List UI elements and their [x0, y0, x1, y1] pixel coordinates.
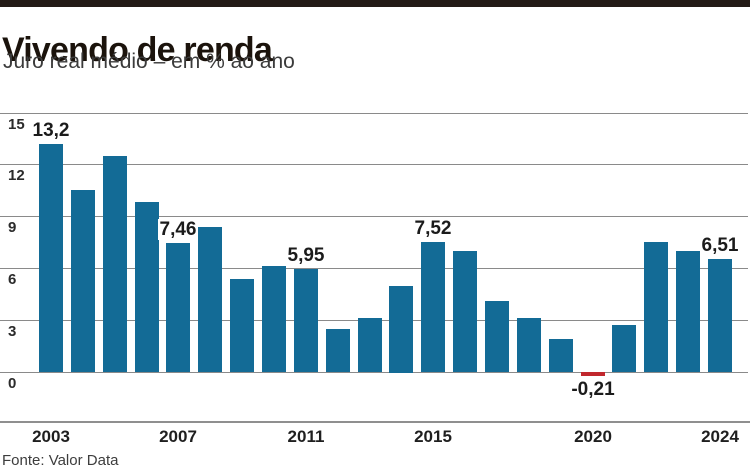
x-label-2003: 2003 — [32, 427, 70, 446]
gridline-9 — [0, 216, 748, 217]
bar-2015 — [421, 242, 445, 372]
bar-2020 — [581, 372, 605, 376]
bar-2018 — [517, 318, 541, 372]
bar-2021 — [612, 325, 636, 372]
x-label-2007: 2007 — [159, 427, 197, 446]
value-label-2020: -0,21 — [569, 379, 617, 400]
value-label-2011: 5,95 — [285, 245, 327, 266]
y-tick-15: 15 — [8, 116, 25, 133]
y-tick-3: 3 — [8, 323, 17, 340]
bar-2024 — [708, 259, 732, 372]
bar-2008 — [198, 227, 222, 372]
bar-2013 — [358, 318, 382, 372]
bar-2004 — [71, 190, 95, 372]
bar-2005 — [103, 156, 127, 372]
bar-2012 — [326, 329, 350, 372]
bar-2017 — [485, 301, 509, 372]
source-credit: Fonte: Valor Data — [2, 452, 119, 469]
value-label-2015: 7,52 — [412, 218, 454, 239]
y-tick-0: 0 — [8, 375, 17, 392]
x-axis-line — [0, 421, 750, 423]
x-label-2024: 2024 — [701, 427, 739, 446]
x-label-2020: 2020 — [574, 427, 612, 446]
bar-2022 — [644, 242, 668, 372]
chart-subtitle: Juro real médio – em % ao ano — [3, 50, 295, 73]
x-label-2015: 2015 — [414, 427, 452, 446]
bar-2019 — [549, 339, 573, 372]
gridline-12 — [0, 164, 748, 165]
y-tick-12: 12 — [8, 167, 25, 184]
value-label-2003: 13,2 — [30, 120, 72, 141]
bar-2003 — [39, 144, 63, 372]
gridline-0 — [0, 372, 748, 373]
bar-2009 — [230, 279, 254, 372]
bar-2007 — [166, 243, 190, 372]
bar-2006 — [135, 202, 159, 372]
value-label-2007: 7,46 — [157, 219, 199, 240]
bar-2014 — [389, 286, 413, 373]
bar-2016 — [453, 251, 477, 372]
bar-2023 — [676, 251, 700, 372]
chart-title: Vivendo de renda — [2, 30, 273, 69]
y-tick-9: 9 — [8, 219, 17, 236]
gridline-6 — [0, 268, 748, 269]
bar-2011 — [294, 269, 318, 372]
y-tick-6: 6 — [8, 271, 17, 288]
top-band — [0, 0, 750, 7]
bar-2010 — [262, 266, 286, 372]
gridline-15 — [0, 113, 748, 114]
value-label-2024: 6,51 — [699, 235, 741, 256]
x-label-2011: 2011 — [287, 427, 325, 446]
